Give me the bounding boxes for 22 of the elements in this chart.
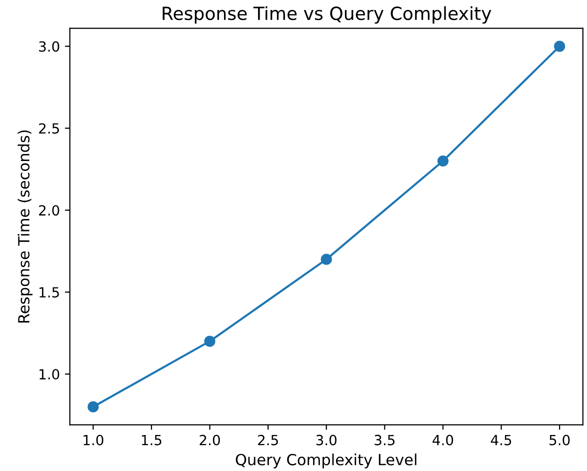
point (437, 155, 449, 167)
x-tick-label: 5.0 (550, 434, 570, 446)
point (320, 254, 332, 265)
y-tick-label: 1.5 (40, 287, 59, 298)
x-tick-label: 1.0 (84, 434, 104, 446)
y-tick-label: 2.0 (39, 205, 60, 216)
y-axis-title: Response Time (seconds) (18, 130, 32, 322)
x-tick-label: 4.0 (432, 434, 454, 446)
chart-title: Response Time vs Query Complexity (162, 6, 492, 24)
x-tick-label: 1.5 (142, 434, 162, 446)
point (88, 401, 99, 412)
y-tick-label: 3.0 (39, 41, 60, 52)
y-tick-label: 2.5 (39, 123, 59, 134)
x-tick-label: 3.0 (316, 434, 336, 446)
y-tick-label: 1.0 (40, 369, 60, 380)
x-tick-label: 2.5 (258, 434, 278, 446)
x-tick-label: 3.5 (374, 434, 395, 446)
x-tick-label: 4.5 (490, 434, 512, 446)
point (204, 336, 216, 347)
x-axis-title: Query Complexity Level (236, 454, 416, 468)
x-tick-label: 2.0 (200, 434, 220, 446)
point (554, 40, 566, 52)
